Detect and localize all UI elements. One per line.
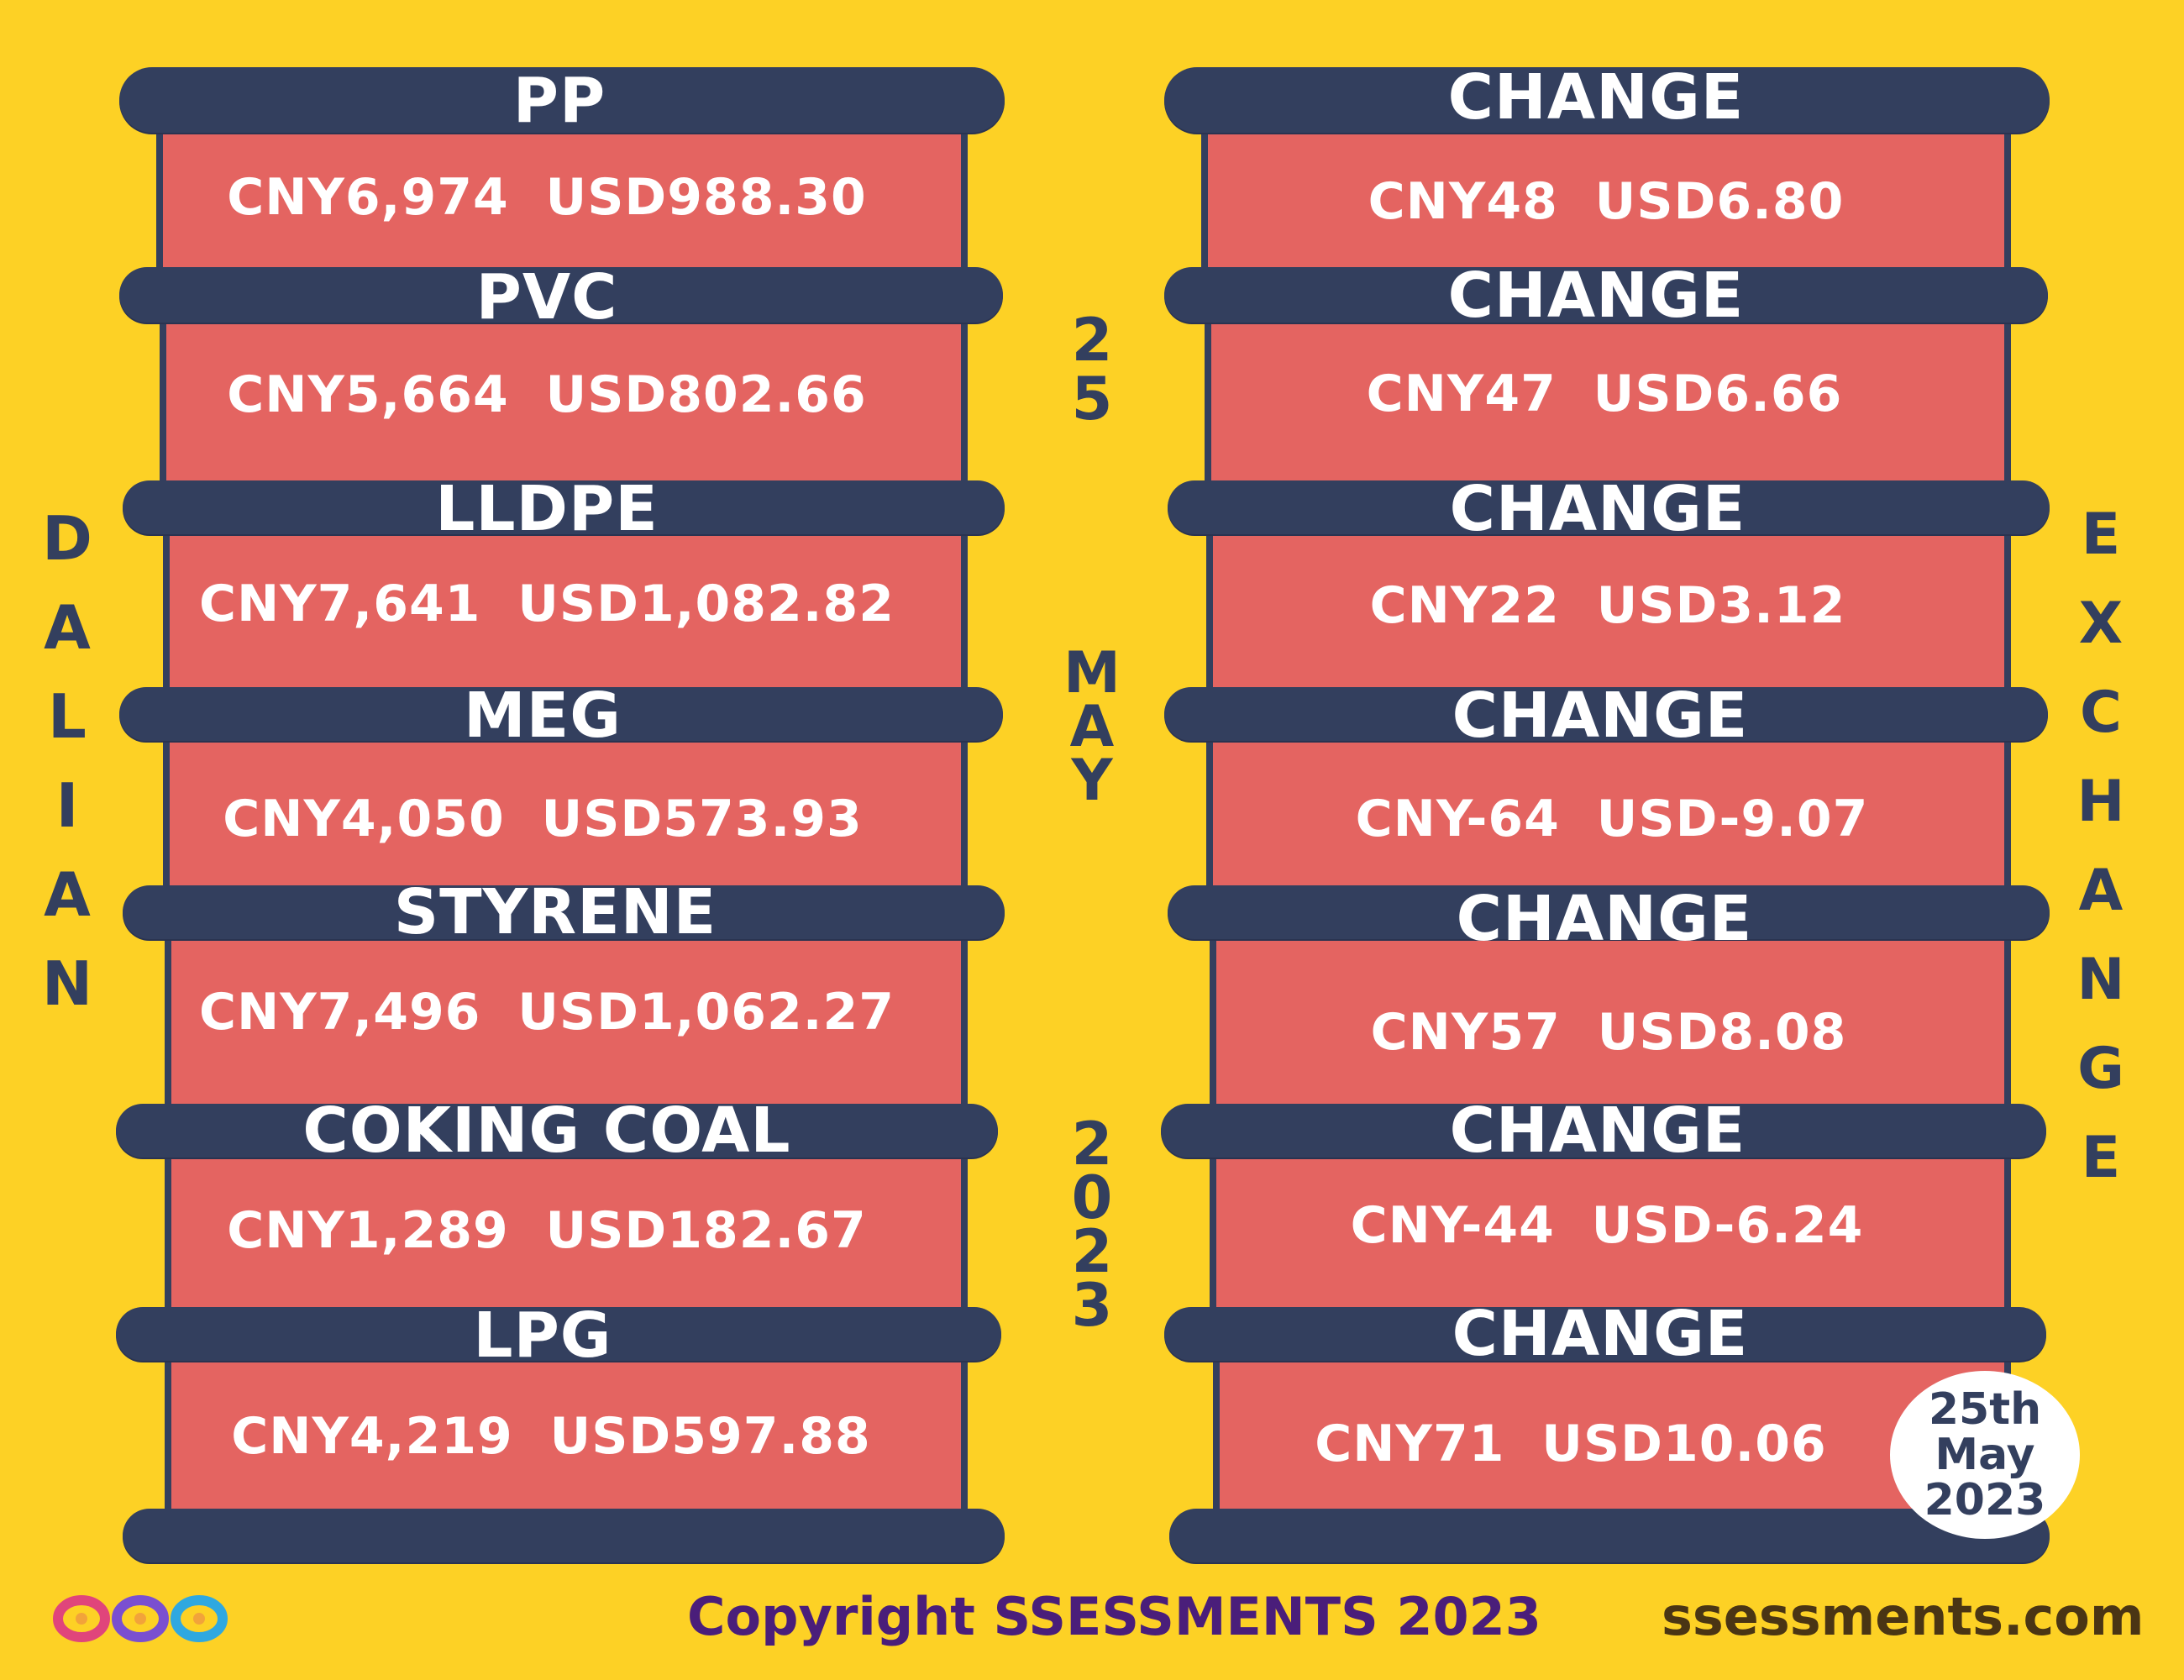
change-panel-pp	[1201, 126, 2011, 269]
product-price: CNY4,050 USD573.93	[223, 790, 863, 848]
title-letter: N	[2076, 947, 2125, 1013]
change-bar-styrene	[1168, 885, 2050, 939]
price-panel-meg	[163, 737, 968, 896]
date-digit: 5	[1071, 365, 1113, 433]
change-value: CNY71 USD10.06	[1315, 1415, 1827, 1473]
product-price: CNY7,641 USD1,082.82	[198, 575, 895, 633]
price-panel-pvc	[160, 315, 968, 487]
product-price: CNY7,496 USD1,062.27	[198, 983, 895, 1042]
product-price: CNY6,974 USD988.30	[227, 168, 867, 227]
change-label: CHANGE	[1456, 883, 1753, 955]
change-label: CHANGE	[1449, 1095, 1746, 1167]
change-label: CHANGE	[1452, 1298, 1749, 1370]
title-letter: X	[2078, 591, 2124, 657]
product-name: COKING COAL	[302, 1095, 791, 1167]
center-month: M A Y	[1060, 640, 1124, 814]
change-value: CNY57 USD8.08	[1370, 1003, 1847, 1062]
date-letter: Y	[1071, 748, 1113, 814]
change-panel-meg	[1206, 737, 2011, 896]
product-price: CNY4,219 USD597.88	[231, 1407, 871, 1466]
price-panel-lpg	[165, 1354, 968, 1522]
change-bar-pvc	[1164, 267, 2048, 323]
change-label: CHANGE	[1447, 61, 1745, 134]
exchange-title: E X C H A N G E	[2071, 491, 2130, 1203]
product-name: LPG	[473, 1299, 612, 1372]
title-letter: E	[2081, 501, 2121, 568]
price-panel-styrene	[165, 932, 968, 1112]
date-digit: 2	[1071, 306, 1113, 375]
header-bar-styrene	[123, 885, 1005, 939]
title-letter: E	[2081, 1125, 2121, 1191]
product-name: PP	[512, 65, 606, 137]
product-name: PVC	[475, 261, 618, 333]
change-label: CHANGE	[1447, 260, 1745, 332]
change-label: CHANGE	[1449, 473, 1746, 545]
title-letter: N	[41, 948, 93, 1019]
change-panel-pvc	[1205, 315, 2011, 487]
change-bar-pp	[1164, 67, 2050, 133]
change-value: CNY22 USD3.12	[1369, 576, 1846, 635]
change-label: CHANGE	[1452, 680, 1749, 752]
center-year: 2 0 2 3	[1060, 1110, 1124, 1340]
date-letter: A	[1069, 694, 1115, 760]
header-bar-lpg	[116, 1307, 1001, 1361]
dalian-title: D A L I A N	[38, 494, 97, 1028]
title-letter: C	[2080, 680, 2122, 746]
badge-day: 25th	[1928, 1384, 2042, 1435]
change-bar-lldpe	[1168, 480, 2050, 534]
change-panel-styrene	[1210, 932, 2011, 1112]
change-panel-lldpe	[1206, 527, 2011, 696]
badge-month: May	[1935, 1430, 2035, 1480]
title-letter: L	[48, 681, 87, 752]
header-bar-pp	[119, 67, 1005, 133]
product-name: LLDPE	[435, 473, 659, 545]
price-panel-pp	[156, 126, 968, 269]
product-price: CNY5,664 USD802.66	[227, 365, 867, 424]
change-bar-coking-coal	[1161, 1104, 2046, 1158]
title-letter: G	[2077, 1036, 2124, 1102]
product-price: CNY1,289 USD182.67	[227, 1201, 867, 1260]
date-digit: 2	[1071, 1217, 1113, 1286]
change-value: CNY47 USD6.66	[1366, 365, 1843, 423]
bottom-bar-left	[123, 1509, 1005, 1562]
title-letter: D	[42, 503, 92, 574]
website-link[interactable]: ssessments.com	[1662, 1586, 2145, 1647]
product-name: MEG	[464, 680, 622, 752]
title-letter: A	[44, 859, 91, 930]
change-value: CNY48 USD6.80	[1368, 172, 1845, 231]
title-letter: H	[2076, 769, 2125, 835]
date-badge: 25th May 2023	[1890, 1371, 2080, 1539]
header-bar-pvc	[119, 267, 1003, 323]
price-panel-lldpe	[163, 527, 968, 696]
bottom-bar-right	[1169, 1509, 2050, 1562]
date-digit: 0	[1071, 1163, 1113, 1232]
header-bar-meg	[119, 687, 1003, 741]
change-bar-lpg	[1164, 1307, 2046, 1361]
copyright-text: Copyright SSESSMENTS 2023	[687, 1586, 1541, 1647]
change-bar-meg	[1164, 687, 2048, 741]
change-panel-coking-coal	[1210, 1151, 2011, 1319]
title-letter: A	[2078, 858, 2124, 924]
header-bar-coking-coal	[116, 1104, 998, 1158]
infinity-logo-icon	[53, 1595, 228, 1642]
change-value: CNY-64 USD-9.07	[1355, 790, 1869, 848]
title-letter: I	[55, 770, 79, 841]
change-value: CNY-44 USD-6.24	[1350, 1196, 1864, 1255]
center-day: 2 5	[1060, 311, 1124, 428]
badge-year: 2023	[1924, 1475, 2046, 1525]
date-digit: 3	[1071, 1271, 1113, 1340]
title-letter: A	[44, 592, 91, 663]
header-bar-lldpe	[123, 480, 1005, 534]
product-name: STYRENE	[393, 876, 717, 948]
price-panel-coking-coal	[165, 1151, 968, 1319]
date-digit: 2	[1071, 1110, 1113, 1179]
date-letter: M	[1063, 640, 1121, 706]
